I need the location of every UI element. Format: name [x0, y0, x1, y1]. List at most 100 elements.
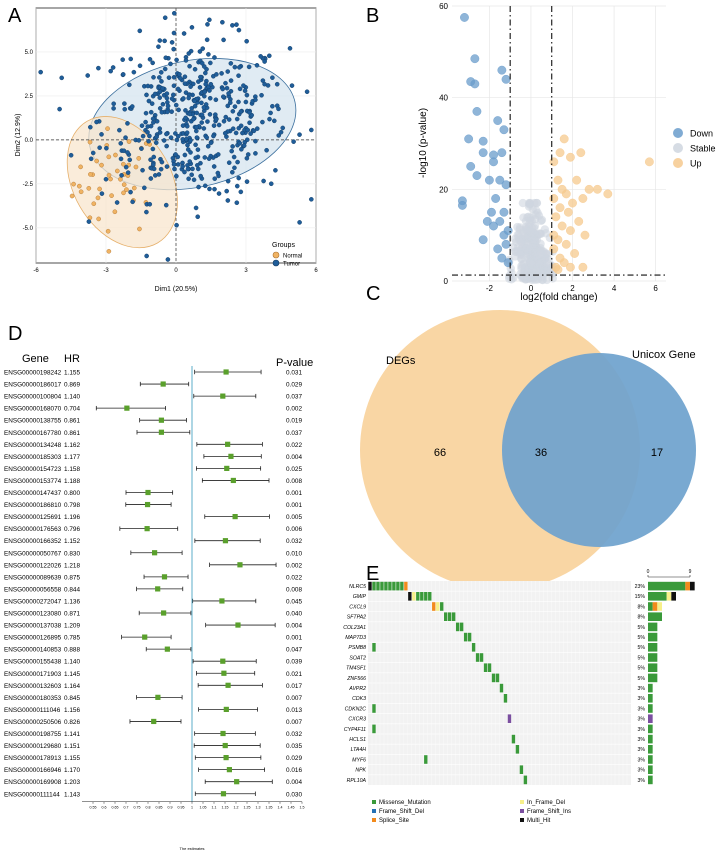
pca-point-tumor: [198, 173, 203, 179]
volcano-point-stable: [536, 216, 546, 226]
pca-point-tumor: [114, 200, 120, 205]
pca-point-tumor: [59, 75, 64, 81]
pca-point-normal: [108, 176, 113, 182]
pca-point-tumor: [144, 92, 149, 98]
volcano-point-down: [499, 207, 509, 217]
volcano-point-stable: [528, 243, 538, 252]
forest-row-gene: ENSG00000050767: [4, 550, 62, 557]
pca-point-tumor: [160, 101, 166, 107]
forest-row-pvalue: 0.010: [286, 550, 302, 557]
forest-axis-tick-label: 1: [191, 805, 193, 809]
forest-header-gene: Gene: [22, 353, 49, 365]
oncoplot-legend-swatch: [520, 818, 524, 822]
forest-row-pvalue: 0.029: [286, 382, 302, 389]
oncoplot-bar-multi-hit: [690, 581, 695, 591]
pca-point-normal: [88, 172, 93, 177]
pca-point-tumor: [229, 148, 234, 154]
oncoplot-legend-label: Frame_Shift_Ins: [527, 809, 571, 815]
pca-point-tumor: [99, 191, 105, 196]
venn-panel: DEGs Unicox Gene 66 36 17: [360, 310, 696, 590]
pca-point-tumor: [241, 143, 247, 148]
pca-point-tumor: [216, 191, 222, 196]
forest-row-hr: 1.196: [64, 514, 80, 521]
forest-row-hr: 0.875: [64, 574, 80, 581]
oncoplot-legend-swatch: [372, 809, 376, 813]
pca-point-tumor: [239, 146, 244, 152]
pca-point-tumor: [200, 46, 206, 51]
volcano-point-up: [644, 157, 654, 167]
oncoplot-gene-label: CXCR3: [348, 717, 366, 723]
oncoplot-cell-missense: [420, 592, 424, 601]
forest-row-gene: ENSG00000171903: [4, 671, 62, 678]
volcano-point-down: [478, 235, 488, 245]
oncoplot-gene-percent: 8%: [638, 604, 646, 610]
pca-point-tumor: [183, 90, 189, 95]
pca-point-tumor: [244, 155, 250, 161]
oncoplot-cell-splice-site: [432, 602, 436, 611]
oncoplot-bar-splice-site: [652, 602, 658, 611]
forest-hr-box: [219, 598, 225, 604]
forest-rows: ENSG00000198242 1.155 0.031ENSG00000186017…: [4, 369, 302, 798]
volcano-point-down: [499, 125, 509, 135]
forest-row-pvalue: 0.019: [286, 418, 302, 425]
pca-point-tumor: [193, 155, 199, 161]
pca-point-tumor: [207, 95, 213, 101]
volcano-point-down: [484, 175, 494, 185]
pca-point-tumor: [213, 97, 219, 103]
oncoplot-gene-percent: 3%: [638, 686, 646, 692]
pca-point-tumor: [159, 159, 165, 165]
pca-point-tumor: [147, 133, 152, 139]
pca-point-tumor: [228, 78, 234, 83]
pca-point-tumor: [123, 135, 128, 140]
pca-point-normal: [86, 186, 92, 191]
pca-point-tumor: [125, 150, 130, 155]
pca-point-tumor: [182, 81, 188, 86]
pca-point-tumor: [171, 10, 177, 16]
pca-point-tumor: [309, 197, 314, 202]
forest-hr-box: [158, 417, 165, 423]
forest-row-hr: 1.151: [64, 743, 80, 750]
pca-point-tumor: [180, 137, 186, 142]
pca-point-tumor: [213, 116, 219, 122]
forest-row-pvalue: 0.037: [286, 394, 302, 401]
volcano-point-down: [478, 136, 488, 146]
pca-point-tumor: [152, 91, 158, 97]
forest-row-hr: 0.861: [64, 430, 80, 437]
pca-point-tumor: [164, 164, 170, 169]
pca-point-tumor: [205, 119, 210, 124]
pca-point-tumor: [153, 140, 159, 146]
forest-row-gene: ENSG00000176563: [4, 526, 62, 533]
pca-point-tumor: [253, 97, 258, 103]
oncoplot-gene-percent: 15%: [635, 594, 646, 600]
forest-row-gene: ENSG00000153774: [4, 478, 62, 485]
oncoplot-gene-label: HCLS1: [349, 737, 366, 743]
pca-point-tumor: [207, 88, 212, 93]
forest-row-hr: 1.203: [64, 779, 80, 786]
pca-point-tumor: [192, 103, 198, 109]
pca-y-axis-label: Dim2 (12.9%): [15, 114, 22, 157]
pca-point-tumor: [232, 64, 238, 70]
pca-point-tumor: [214, 72, 219, 77]
pca-point-tumor: [195, 214, 201, 220]
oncoplot-cell-missense: [400, 581, 404, 591]
pca-point-tumor: [148, 109, 154, 115]
forest-row-hr: 1.158: [64, 466, 80, 473]
volcano-point-up: [553, 175, 563, 185]
pca-point-tumor: [172, 166, 177, 172]
volcano-point-up: [584, 184, 594, 194]
pca-point-tumor: [193, 142, 198, 148]
oncoplot-gene-percent: 3%: [638, 768, 646, 774]
pca-point-tumor: [201, 105, 207, 110]
volcano-point-down: [495, 217, 505, 226]
oncoplot-bar-in-frame-del: [666, 592, 672, 601]
panel-label-b: B: [366, 5, 379, 27]
volcano-x-tick-label: 4: [612, 284, 617, 293]
oncoplot-legend-label: Multi_Hit: [527, 818, 551, 824]
pca-point-tumor: [207, 186, 212, 192]
pca-point-tumor: [246, 64, 252, 70]
pca-point-tumor: [185, 166, 191, 172]
forest-axis-tick-label: 1.3: [256, 805, 261, 809]
pca-point-tumor: [267, 53, 272, 59]
oncoplot-cell-missense: [451, 612, 456, 621]
